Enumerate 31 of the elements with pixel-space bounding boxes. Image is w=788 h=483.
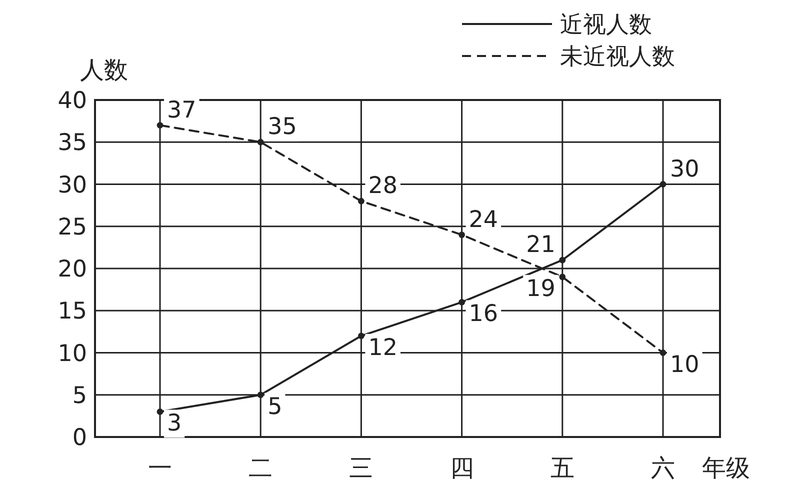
x-tick-label: 五 [550,454,574,482]
point [156,408,164,415]
x-tick-label: 三 [349,454,374,482]
point [458,232,465,238]
y-axis-title: 人数 [80,56,128,84]
point [156,122,164,128]
x-tick-label: 二 [248,454,273,482]
y-tick-label: 20 [58,256,87,282]
point [559,256,566,264]
legend-label: 未近视人数 [560,44,675,70]
point [358,332,364,340]
legend-label: 近视人数 [560,12,652,38]
y-tick-label: 40 [58,88,87,114]
point [660,181,666,188]
y-tick-label: 30 [58,172,87,198]
y-tick-label: 10 [58,340,87,367]
point [257,138,264,146]
y-tick-label: 5 [72,382,87,409]
y-tick-label: 15 [58,298,87,325]
point [458,299,465,306]
point [358,198,364,204]
x-tick-label: 六 [651,454,675,482]
point [559,274,566,280]
y-tick-label: 0 [72,425,87,451]
point [257,392,264,398]
y-tick-label: 25 [58,214,87,240]
x-tick-label: 四 [450,454,474,482]
point [660,350,666,356]
x-tick-label: 一 [148,454,172,482]
x-axis-title: 年级 [702,454,750,482]
y-tick-label: 35 [58,130,87,156]
